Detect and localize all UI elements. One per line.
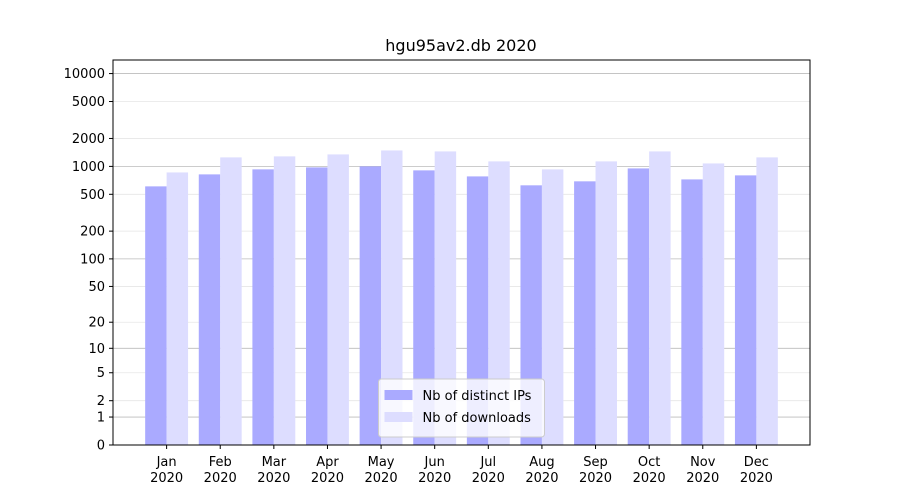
chart-title: hgu95av2.db 2020 [385,36,536,55]
legend-label: Nb of distinct IPs [423,389,532,404]
y-tick-label: 5000 [72,95,105,110]
bar [649,151,671,445]
x-tick-label: Oct 2020 [633,455,666,486]
bar [166,172,189,445]
bar [681,179,703,445]
bar [273,156,296,445]
plot-frame [112,59,811,446]
bar [627,168,650,445]
y-tick-label: 1 [97,411,105,426]
bar [434,151,457,445]
legend-swatch [384,412,413,422]
y-tick-label: 500 [80,188,105,203]
x-tick-label: May 2020 [365,455,398,486]
x-tick-label: Jan 2020 [150,455,183,486]
legend-swatch [384,390,413,400]
bar [220,157,242,446]
y-tick-label: 20 [88,316,105,331]
bar [381,150,403,446]
bar [252,169,274,445]
bar [488,161,510,445]
x-tick-label: Jun 2020 [418,455,451,486]
y-tick-label: 2000 [72,132,105,147]
bar [327,154,349,445]
legend-label: Nb of downloads [423,411,532,426]
bar [413,170,435,445]
x-tick-label: Feb 2020 [204,455,237,486]
bar [702,163,725,445]
bar [595,161,617,445]
bar [466,176,489,445]
legend: Nb of distinct IPs Nb of downloads [378,378,545,438]
x-tick-label: Mar 2020 [257,455,290,486]
y-tick-label: 0 [97,439,105,454]
x-tick-label: Nov 2020 [686,455,719,486]
x-tick-label: Jul 2020 [472,455,505,486]
x-tick-label: Aug 2020 [525,455,558,486]
bar [359,166,382,445]
bar [198,174,221,446]
bar [756,157,778,446]
bar [541,169,564,446]
y-tick-label: 10000 [64,67,105,82]
bar [145,186,167,445]
y-tick-label: 2 [97,394,105,409]
bar [306,167,328,446]
x-tick-label: Dec 2020 [740,455,773,486]
x-tick-label: Sep 2020 [579,455,612,486]
x-tick-label: Apr 2020 [311,455,344,486]
y-tick-label: 1000 [72,160,105,175]
y-tick-label: 5 [97,366,105,381]
y-tick-label: 200 [80,225,105,240]
y-tick-label: 10 [88,342,105,357]
y-tick-label: 100 [80,252,105,267]
y-tick-label: 50 [88,280,105,295]
bar [574,181,596,445]
bar [734,175,757,445]
legend-box [378,378,545,438]
